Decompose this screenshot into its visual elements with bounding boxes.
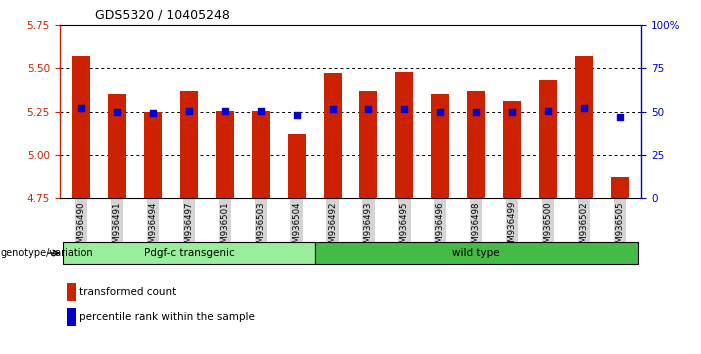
Bar [539,80,557,198]
Bar [72,56,90,198]
Text: genotype/variation: genotype/variation [1,248,93,258]
Point [614,114,625,120]
Point [76,105,87,111]
Bar [575,56,593,198]
Bar [287,134,306,198]
Bar [180,91,198,198]
Bar [324,73,341,198]
Text: Pdgf-c transgenic: Pdgf-c transgenic [144,248,234,258]
Point [255,108,266,114]
Point [363,106,374,112]
Point [435,109,446,114]
Point [327,106,338,112]
Bar [395,72,414,198]
Bar [252,111,270,198]
Bar [144,112,162,198]
Point [183,108,194,114]
Point [111,109,123,114]
Point [507,109,518,115]
Bar [108,94,126,198]
Point [470,109,482,114]
Bar [431,94,449,198]
Point [147,110,158,116]
Bar [503,101,521,198]
Bar [611,177,629,198]
Text: transformed count: transformed count [79,287,177,297]
Point [578,105,590,111]
Bar [216,111,233,198]
Bar [360,91,377,198]
Bar [468,91,485,198]
Point [219,108,231,114]
Point [399,106,410,112]
Text: wild type: wild type [452,248,500,258]
Text: percentile rank within the sample: percentile rank within the sample [79,312,255,322]
Point [291,112,302,118]
Text: GDS5320 / 10405248: GDS5320 / 10405248 [95,8,229,21]
Point [543,108,554,114]
